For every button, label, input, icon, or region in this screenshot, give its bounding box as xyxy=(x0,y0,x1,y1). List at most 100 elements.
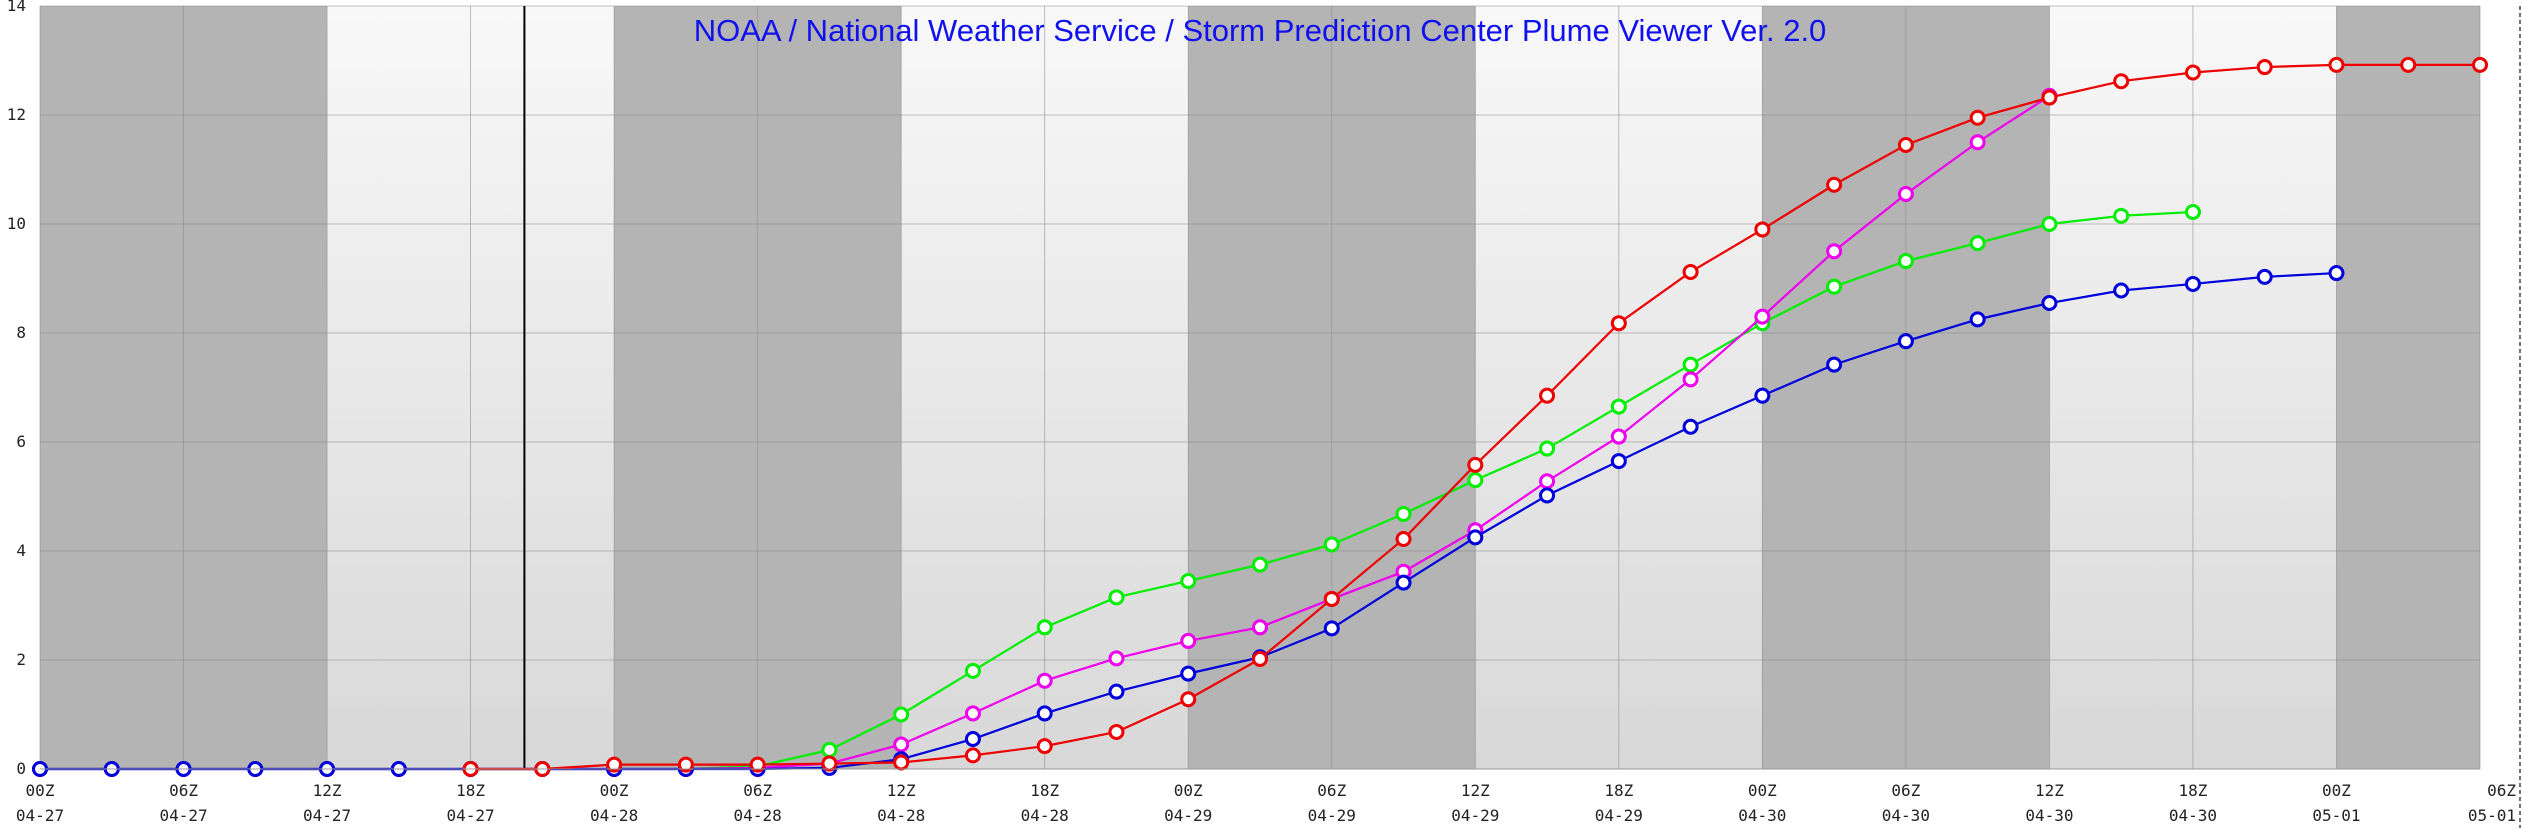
x-tick-time: 00Z xyxy=(1174,781,1203,800)
data-point xyxy=(1969,235,1986,252)
data-point xyxy=(1539,387,1556,404)
data-point xyxy=(1969,134,1986,151)
data-point xyxy=(1036,738,1053,755)
x-tick-date: 04-30 xyxy=(2169,806,2217,825)
series-4 xyxy=(462,56,2488,777)
data-point xyxy=(1467,529,1484,546)
x-tick-date: 04-30 xyxy=(1882,806,1930,825)
x-tick-time: 12Z xyxy=(313,781,342,800)
night-band xyxy=(2336,6,2480,769)
data-point xyxy=(1826,278,1843,295)
data-point xyxy=(1467,456,1484,473)
data-point xyxy=(1180,572,1197,589)
data-point xyxy=(1539,473,1556,490)
data-point xyxy=(2113,73,2130,90)
data-point xyxy=(1180,665,1197,682)
data-point xyxy=(1323,536,1340,553)
x-tick-time: 12Z xyxy=(887,781,916,800)
data-point xyxy=(1036,705,1053,722)
data-point xyxy=(1395,574,1412,591)
data-point xyxy=(1108,683,1125,700)
data-point xyxy=(1754,308,1771,325)
y-tick-label: 12 xyxy=(7,105,26,124)
x-tick-time: 06Z xyxy=(1317,781,1346,800)
data-point xyxy=(1897,253,1914,270)
data-point xyxy=(1897,136,1914,153)
data-point xyxy=(964,705,981,722)
x-tick-time: 12Z xyxy=(2035,781,2064,800)
x-tick-date: 04-28 xyxy=(1021,806,1069,825)
data-point xyxy=(2184,275,2201,292)
data-point xyxy=(1682,418,1699,435)
x-tick-date: 04-28 xyxy=(734,806,782,825)
grid-lines xyxy=(39,5,2481,770)
data-point xyxy=(2041,216,2058,232)
data-point xyxy=(2184,64,2201,81)
data-point xyxy=(1682,356,1699,373)
data-point xyxy=(1754,387,1771,404)
data-point xyxy=(1682,371,1699,388)
data-point xyxy=(2113,282,2130,299)
x-tick-time: 18Z xyxy=(2178,781,2207,800)
y-tick-label: 4 xyxy=(16,541,26,560)
chart-title: NOAA / National Weather Service / Storm … xyxy=(694,13,1827,48)
x-tick-date: 04-27 xyxy=(303,806,351,825)
x-tick-time: 00Z xyxy=(2322,781,2351,800)
x-tick-time: 00Z xyxy=(1748,781,1777,800)
data-point xyxy=(821,741,838,758)
data-point xyxy=(1180,632,1197,649)
x-tick-time: 12Z xyxy=(1461,781,1490,800)
data-point xyxy=(2328,265,2345,282)
data-point xyxy=(1682,263,1699,280)
x-tick-date: 04-27 xyxy=(159,806,207,825)
x-tick-time: 06Z xyxy=(743,781,772,800)
data-point xyxy=(1826,356,1843,373)
data-point xyxy=(1036,619,1053,636)
y-tick-label: 8 xyxy=(16,323,26,342)
data-point xyxy=(1323,590,1340,607)
data-point xyxy=(1252,650,1268,667)
data-point xyxy=(1036,672,1053,689)
data-point xyxy=(893,706,910,723)
x-tick-time: 06Z xyxy=(2487,781,2516,800)
data-point xyxy=(1610,453,1627,470)
x-tick-date: 05-01 xyxy=(2312,806,2360,825)
x-tick-date: 04-29 xyxy=(1451,806,1499,825)
x-tick-date: 04-27 xyxy=(447,806,495,825)
x-tick-date: 04-28 xyxy=(877,806,925,825)
x-tick-date: 04-29 xyxy=(1595,806,1643,825)
data-point xyxy=(606,756,623,773)
data-point xyxy=(1969,109,1986,126)
data-point xyxy=(1610,428,1627,445)
data-point xyxy=(2041,295,2058,312)
x-tick-date: 04-29 xyxy=(1308,806,1356,825)
data-point xyxy=(677,756,694,773)
data-point xyxy=(1826,176,1843,193)
data-point xyxy=(1252,619,1268,636)
x-tick-time: 06Z xyxy=(1891,781,1920,800)
x-tick-time: 00Z xyxy=(26,781,55,800)
data-point xyxy=(1897,186,1914,203)
data-point xyxy=(2041,89,2058,106)
data-point xyxy=(2184,204,2201,221)
y-axis: 0 2 4 6 8 10 12 14 xyxy=(7,0,26,778)
data-point xyxy=(1539,487,1556,504)
data-point xyxy=(1826,243,1843,260)
data-point xyxy=(1108,650,1125,667)
data-point xyxy=(2400,56,2417,73)
data-point xyxy=(964,662,981,679)
data-point xyxy=(893,736,910,753)
x-tick-date: 04-27 xyxy=(16,806,64,825)
x-tick-time: 18Z xyxy=(1030,781,1059,800)
data-point xyxy=(1108,589,1125,606)
data-point xyxy=(2256,59,2273,76)
y-tick-label: 0 xyxy=(16,759,26,778)
data-point xyxy=(1323,620,1340,637)
y-tick-label: 10 xyxy=(7,214,26,233)
data-point xyxy=(1610,398,1627,415)
data-point xyxy=(1610,315,1627,332)
data-point xyxy=(964,731,981,748)
data-point xyxy=(821,755,838,772)
x-tick-time: 00Z xyxy=(600,781,629,800)
y-tick-label: 2 xyxy=(16,650,26,669)
